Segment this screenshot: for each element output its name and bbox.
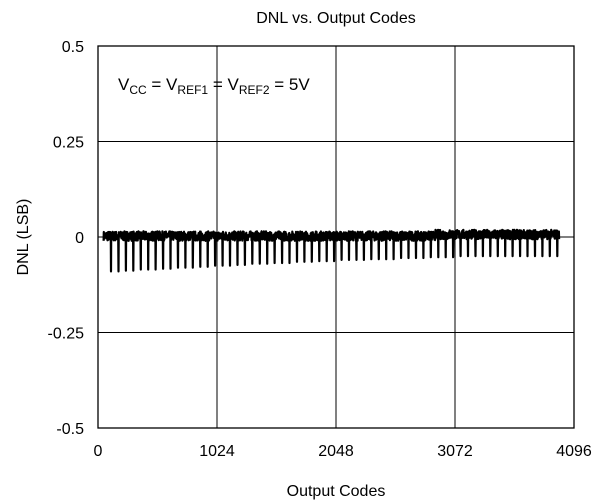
annotation-text: = V	[208, 75, 239, 94]
annotation-text: = 5V	[270, 75, 311, 94]
y-tick-label: 0	[75, 230, 84, 247]
annotation-subscript: REF1	[177, 83, 208, 97]
x-tick-label: 2048	[318, 443, 354, 460]
chart-title: DNL vs. Output Codes	[256, 10, 415, 27]
x-tick-label: 0	[94, 443, 103, 460]
y-axis-title: DNL (LSB)	[15, 199, 32, 276]
y-tick-label: 0.5	[62, 39, 84, 56]
y-tick-label: -0.5	[56, 421, 84, 438]
y-tick-label: -0.25	[48, 326, 85, 343]
annotation-subscript: CC	[129, 83, 147, 97]
dnl-series-line	[102, 228, 561, 273]
y-tick-label: 0.25	[53, 135, 84, 152]
annotation-text: V	[118, 75, 130, 94]
plot-frame	[97, 45, 575, 429]
x-tick-label: 4096	[556, 443, 592, 460]
annotation-subscript: REF2	[239, 83, 270, 97]
x-tick-label: 1024	[199, 443, 235, 460]
y-axis: 0.5 0.25 0 -0.25 -0.5	[48, 39, 85, 438]
x-tick-label: 3072	[437, 443, 473, 460]
supply-voltage-annotation: VCC = VREF1 = VREF2 = 5V	[118, 75, 310, 97]
annotation-text: = V	[147, 75, 178, 94]
x-axis-title: Output Codes	[287, 483, 386, 500]
x-axis: 0 1024 2048 3072 4096	[94, 443, 592, 460]
